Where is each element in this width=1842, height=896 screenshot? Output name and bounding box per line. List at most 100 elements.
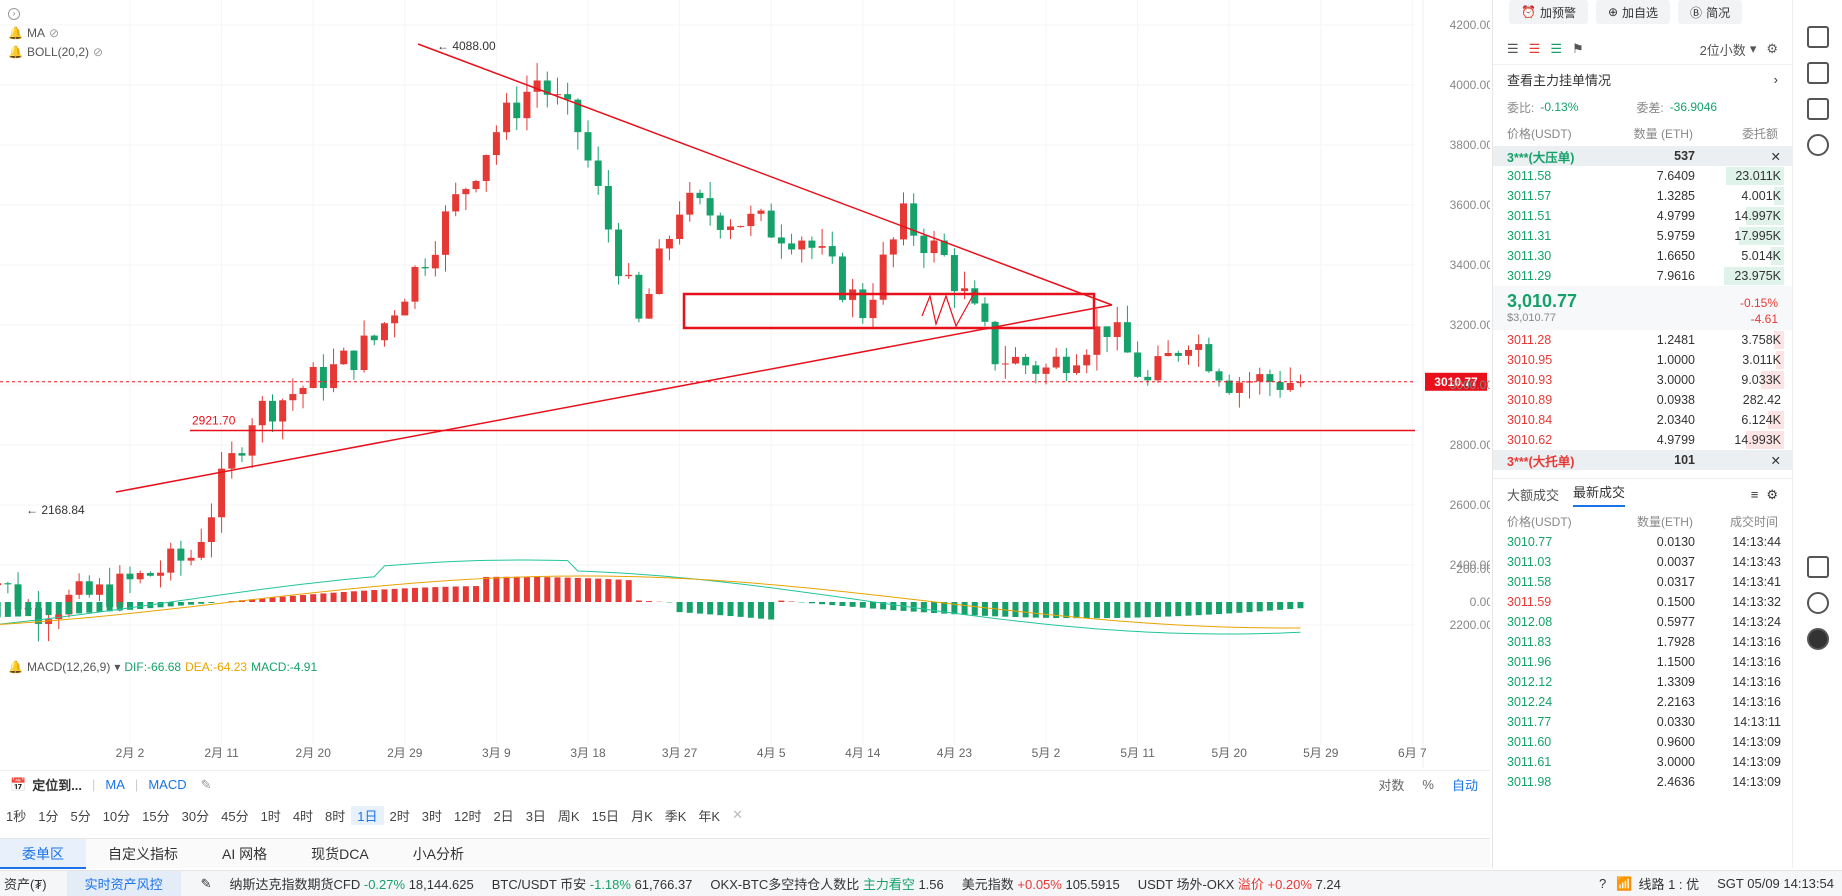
- close-icon[interactable]: ✕: [1770, 149, 1781, 164]
- interval-1分[interactable]: 1分: [38, 808, 59, 824]
- log-toggle[interactable]: 对数: [1378, 778, 1405, 793]
- tab-large-trades[interactable]: 大额成交: [1507, 488, 1560, 503]
- big-bid-row[interactable]: 3***(大托单) 101 ✕: [1493, 450, 1792, 470]
- bell-icon[interactable]: 🔔: [8, 26, 23, 40]
- interval-15日[interactable]: 15日: [591, 808, 620, 824]
- line-label[interactable]: 线路 1 : 优: [1638, 877, 1700, 892]
- chevron-right-icon[interactable]: ›: [8, 8, 20, 20]
- trade-row[interactable]: 3011.77 0.0330 14:13:11: [1493, 712, 1792, 732]
- ticker-item[interactable]: BTC/USDT 币安 -1.18% 61,766.37: [492, 877, 693, 892]
- ticker-item[interactable]: USDT 场外-OKX 溢价 +0.20% 7.24: [1138, 877, 1341, 892]
- interval-5分[interactable]: 5分: [70, 808, 91, 824]
- eye-off-icon[interactable]: ⊘: [48, 26, 60, 40]
- decimals-select[interactable]: 2位小数: [1699, 42, 1746, 58]
- overview-button[interactable]: Ⓑ 简况: [1678, 0, 1743, 24]
- interval-1秒[interactable]: 1秒: [6, 808, 27, 824]
- chevron-down-icon[interactable]: ▾: [114, 660, 121, 674]
- chart-area[interactable]: 2921.70 ← 4088.00 ← 2168.84 3010.77 4200.00…: [0, 0, 1493, 768]
- layout-icon[interactable]: [1806, 556, 1829, 578]
- ma-toggle[interactable]: MA: [105, 777, 125, 792]
- auto-toggle[interactable]: 自动: [1451, 778, 1478, 793]
- forecast-path[interactable]: [921, 289, 977, 328]
- trendline-upper[interactable]: [417, 43, 1113, 306]
- help-icon[interactable]: ?: [1599, 876, 1607, 891]
- robot-icon[interactable]: [1806, 628, 1829, 650]
- locate-button[interactable]: 定位到...: [32, 778, 83, 793]
- eye-off-icon[interactable]: ⊘: [93, 45, 104, 59]
- trade-row[interactable]: 3012.08 0.5977 14:13:24: [1493, 612, 1792, 632]
- order-book-row[interactable]: 3011.30 1.6650 5.014K: [1493, 246, 1792, 266]
- interval-月K[interactable]: 月K: [631, 808, 653, 824]
- order-book-row[interactable]: 3010.84 2.0340 6.124K: [1493, 410, 1792, 430]
- bell-icon[interactable]: 🔔: [8, 660, 23, 674]
- col-total[interactable]: 委托额: [1742, 126, 1779, 141]
- ticker-item[interactable]: OKX-BTC多空持仓人数比 主力看空 1.56: [710, 877, 943, 892]
- interval-12时[interactable]: 12时: [453, 808, 482, 824]
- pencil-icon[interactable]: ✎: [200, 875, 212, 891]
- trade-row[interactable]: 3011.59 0.1500 14:13:32: [1493, 592, 1792, 612]
- interval-4时[interactable]: 4时: [292, 808, 314, 824]
- interval-2时[interactable]: 2时: [389, 808, 410, 824]
- boll-indicator-row[interactable]: 🔔 BOLL(20,2) ⊘: [8, 45, 103, 59]
- document-icon[interactable]: [1806, 26, 1829, 48]
- trend-icon[interactable]: [1806, 62, 1829, 84]
- layout-bids-icon[interactable]: ☰: [1550, 41, 1562, 56]
- interval-3日[interactable]: 3日: [525, 808, 546, 824]
- tab-latest-trades[interactable]: 最新成交: [1573, 482, 1626, 507]
- trade-col-qty[interactable]: 数量(ETH): [1636, 514, 1693, 529]
- flag-icon[interactable]: ⚑: [1571, 41, 1584, 56]
- trade-row[interactable]: 3012.12 1.3309 14:13:16: [1493, 672, 1792, 692]
- ma-indicator-row[interactable]: 🔔 MA ⊘: [8, 26, 59, 40]
- layout-both-icon[interactable]: ☰: [1507, 41, 1519, 56]
- order-book-row[interactable]: 3010.95 1.0000 3.011K: [1493, 350, 1792, 370]
- percent-toggle[interactable]: %: [1422, 777, 1434, 792]
- order-book-row[interactable]: 3011.31 5.9759 17.995K: [1493, 226, 1792, 246]
- risk-button[interactable]: 实时资产风控: [66, 871, 181, 896]
- order-book-row[interactable]: 3011.57 1.3285 4.001K: [1493, 186, 1792, 206]
- trade-row[interactable]: 3011.61 3.0000 14:13:09: [1493, 752, 1792, 772]
- bottom-tab-3[interactable]: 现货DCA: [311, 845, 369, 862]
- expand-toggles[interactable]: ›: [8, 8, 20, 20]
- bottom-tab-1[interactable]: 自定义指标: [108, 845, 178, 862]
- order-book-row[interactable]: 3011.51 4.9799 14.997K: [1493, 206, 1792, 226]
- calendar-icon[interactable]: 📅: [10, 776, 27, 792]
- ticker-item[interactable]: 美元指数 +0.05% 105.5915: [962, 877, 1120, 892]
- add-alert-button[interactable]: ⏰ 加预警: [1509, 0, 1588, 24]
- trade-row[interactable]: 3011.83 1.7928 14:13:16: [1493, 632, 1792, 652]
- bell-icon[interactable]: 🔔: [8, 45, 23, 59]
- bottom-tab-2[interactable]: AI 网格: [222, 845, 268, 862]
- order-book-row[interactable]: 3011.28 1.2481 3.758K: [1493, 330, 1792, 350]
- order-book-row[interactable]: 3011.29 7.9616 23.975K: [1493, 266, 1792, 286]
- macd-toggle[interactable]: MACD: [148, 777, 187, 792]
- bottom-tab-4[interactable]: 小A分析: [412, 845, 465, 862]
- order-book-row[interactable]: 3011.58 7.6409 23.011K: [1493, 166, 1792, 186]
- edit-icon[interactable]: ✎: [200, 776, 212, 792]
- settings-icon[interactable]: ⚙: [1766, 41, 1778, 56]
- interval-10分[interactable]: 10分: [102, 808, 131, 824]
- layout-asks-icon[interactable]: ☰: [1528, 41, 1541, 56]
- interval-30分[interactable]: 30分: [181, 808, 210, 824]
- interval-45分[interactable]: 45分: [221, 808, 249, 824]
- headset-icon[interactable]: [1806, 592, 1829, 614]
- interval-1日[interactable]: 1日: [351, 805, 384, 825]
- range-box[interactable]: [682, 292, 1096, 330]
- trade-row[interactable]: 3010.77 0.0130 14:13:44: [1493, 532, 1792, 552]
- macd-indicator-row[interactable]: 🔔 MACD(12,26,9) ▾ DIF:-66.68 DEA:-64.23 …: [8, 660, 317, 674]
- close-icon[interactable]: ✕: [732, 807, 743, 822]
- trendline-lower[interactable]: [115, 304, 1113, 493]
- exchange-icon[interactable]: [1806, 134, 1829, 156]
- interval-15分[interactable]: 15分: [142, 808, 170, 824]
- interval-周K[interactable]: 周K: [557, 808, 580, 824]
- main-orders-link[interactable]: 查看主力挂单情况 ›: [1493, 64, 1792, 94]
- asset-label[interactable]: 资产(₮): [4, 877, 47, 892]
- trade-row[interactable]: 3011.58 0.0317 14:13:41: [1493, 572, 1792, 592]
- close-icon[interactable]: ✕: [1770, 453, 1781, 468]
- chevron-down-icon[interactable]: ▾: [1749, 41, 1757, 56]
- interval-1时[interactable]: 1时: [260, 808, 281, 824]
- ticker-item[interactable]: 纳斯达克指数期货CFD -0.27% 18,144.625: [230, 877, 474, 892]
- settings-icon[interactable]: ⚙: [1766, 486, 1778, 502]
- trade-row[interactable]: 3012.24 2.2163 14:13:16: [1493, 692, 1792, 712]
- trade-row[interactable]: 3011.03 0.0037 14:13:43: [1493, 552, 1792, 572]
- interval-3时[interactable]: 3时: [421, 808, 442, 824]
- interval-季K[interactable]: 季K: [664, 808, 687, 824]
